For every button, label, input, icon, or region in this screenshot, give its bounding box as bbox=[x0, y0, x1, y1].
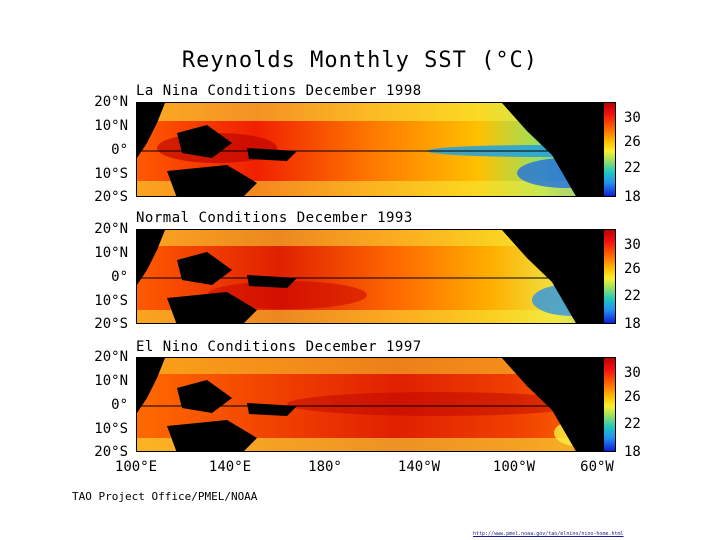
lon-label: 100°E bbox=[114, 459, 158, 475]
panel-title-normal: Normal Conditions December 1993 bbox=[136, 210, 413, 226]
lon-label: 140°W bbox=[397, 459, 441, 475]
figure-title: Reynolds Monthly SST (°C) bbox=[181, 48, 539, 73]
colorbar-label: 18 bbox=[624, 189, 641, 205]
lon-label: 140°E bbox=[208, 459, 252, 475]
colorbar-label: 18 bbox=[624, 316, 641, 332]
lat-label: 20°S bbox=[94, 444, 128, 460]
sst-map-svg bbox=[137, 103, 609, 196]
lat-label: 10°S bbox=[94, 421, 128, 437]
colorbar-label: 30 bbox=[624, 237, 641, 253]
lat-label: 20°N bbox=[94, 349, 128, 365]
colorbar-label: 26 bbox=[624, 261, 641, 277]
sst-map-el-nino bbox=[136, 357, 610, 452]
lon-label: 60°W bbox=[580, 459, 614, 475]
lon-label: 100°W bbox=[492, 459, 536, 475]
lat-label: 20°S bbox=[94, 316, 128, 332]
lat-label: 20°N bbox=[94, 221, 128, 237]
lat-label: 0° bbox=[111, 142, 128, 158]
lat-label: 10°N bbox=[94, 118, 128, 134]
colorbar-panel-1 bbox=[603, 102, 616, 197]
colorbar-panel-3 bbox=[603, 357, 616, 452]
sst-map-la-nina bbox=[136, 102, 610, 197]
colorbar-label: 22 bbox=[624, 288, 641, 304]
lat-label: 0° bbox=[111, 397, 128, 413]
lat-label: 10°N bbox=[94, 373, 128, 389]
colorbar-label: 30 bbox=[624, 365, 641, 381]
lat-label: 0° bbox=[111, 269, 128, 285]
lon-label: 180° bbox=[308, 459, 342, 475]
lat-label: 10°S bbox=[94, 293, 128, 309]
colorbar-label: 22 bbox=[624, 160, 641, 176]
lat-label: 20°S bbox=[94, 189, 128, 205]
sst-map-svg bbox=[137, 358, 609, 451]
colorbar-label: 22 bbox=[624, 416, 641, 432]
sst-map-normal bbox=[136, 229, 610, 324]
lat-label: 10°S bbox=[94, 166, 128, 182]
colorbar-label: 30 bbox=[624, 110, 641, 126]
panel-title-la-nina: La Nina Conditions December 1998 bbox=[136, 83, 422, 99]
source-link[interactable]: http://www.pmel.noaa.gov/tao/elnino/nino… bbox=[473, 531, 624, 537]
credit-footer: TAO Project Office/PMEL/NOAA bbox=[72, 490, 258, 503]
colorbar-label: 26 bbox=[624, 134, 641, 150]
sst-map-svg bbox=[137, 230, 609, 323]
lat-label: 20°N bbox=[94, 94, 128, 110]
panel-title-el-nino: El Nino Conditions December 1997 bbox=[136, 339, 422, 355]
lat-label: 10°N bbox=[94, 245, 128, 261]
colorbar-label: 26 bbox=[624, 389, 641, 405]
colorbar-panel-2 bbox=[603, 229, 616, 324]
colorbar-label: 18 bbox=[624, 444, 641, 460]
